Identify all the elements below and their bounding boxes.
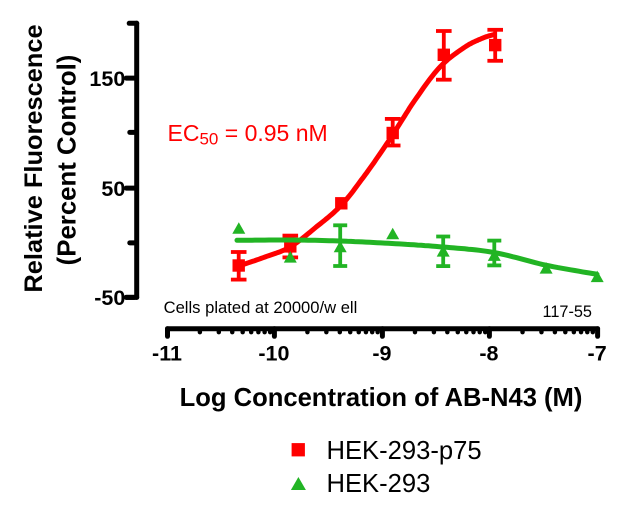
svg-text:(Percent Control): (Percent Control)	[54, 55, 82, 266]
svg-text:Cells plated at 20000/w ell: Cells plated at 20000/w ell	[164, 298, 358, 317]
svg-text:-8: -8	[479, 341, 498, 365]
svg-text:117-55: 117-55	[543, 303, 593, 321]
svg-text:Log Concentration of AB-N43 (M: Log Concentration of AB-N43 (M)	[180, 384, 583, 412]
svg-text:EC50 = 0.95 nM: EC50 = 0.95 nM	[168, 120, 328, 149]
svg-text:-11: -11	[152, 341, 182, 365]
svg-text:-50: -50	[94, 286, 125, 310]
svg-text:-7: -7	[588, 341, 607, 365]
svg-text:HEK-293: HEK-293	[327, 470, 431, 498]
svg-text:HEK-293-p75: HEK-293-p75	[327, 437, 482, 465]
svg-text:Relative Fluorescence: Relative Fluorescence	[20, 24, 48, 292]
svg-text:50: 50	[101, 177, 125, 201]
svg-text:150: 150	[89, 67, 125, 91]
svg-text:-10: -10	[258, 341, 289, 365]
svg-text:-9: -9	[372, 341, 391, 365]
